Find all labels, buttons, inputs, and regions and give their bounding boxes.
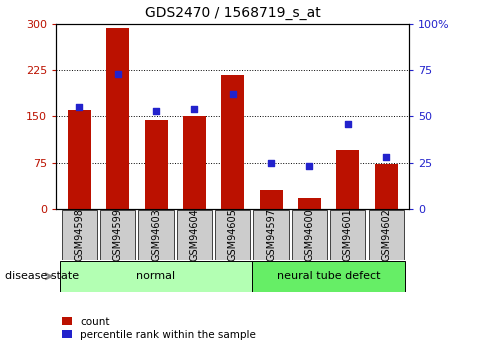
Bar — [260, 190, 283, 209]
Text: GSM94599: GSM94599 — [113, 208, 122, 262]
Bar — [68, 110, 91, 209]
Text: disease state: disease state — [5, 272, 79, 281]
Point — [267, 160, 275, 165]
Point — [344, 121, 352, 127]
Bar — [145, 119, 168, 209]
FancyBboxPatch shape — [368, 210, 404, 260]
Bar — [106, 28, 129, 209]
Text: neural tube defect: neural tube defect — [277, 272, 380, 281]
Bar — [375, 165, 398, 209]
FancyBboxPatch shape — [252, 261, 405, 292]
FancyBboxPatch shape — [177, 210, 212, 260]
FancyBboxPatch shape — [62, 210, 97, 260]
FancyBboxPatch shape — [60, 261, 252, 292]
Legend: count, percentile rank within the sample: count, percentile rank within the sample — [62, 317, 256, 340]
Bar — [183, 117, 206, 209]
FancyBboxPatch shape — [215, 210, 250, 260]
FancyBboxPatch shape — [330, 210, 366, 260]
Point — [152, 108, 160, 114]
Text: GSM94603: GSM94603 — [151, 209, 161, 261]
Point — [382, 154, 390, 160]
FancyBboxPatch shape — [253, 210, 289, 260]
FancyBboxPatch shape — [100, 210, 135, 260]
Text: normal: normal — [137, 272, 175, 281]
Text: GSM94605: GSM94605 — [228, 208, 238, 262]
Text: GSM94604: GSM94604 — [190, 209, 199, 261]
Text: GSM94597: GSM94597 — [266, 208, 276, 262]
Text: GSM94598: GSM94598 — [74, 208, 84, 262]
FancyBboxPatch shape — [138, 210, 173, 260]
Point — [191, 106, 198, 112]
Point — [75, 105, 83, 110]
Text: GSM94602: GSM94602 — [381, 208, 391, 262]
Point — [114, 71, 122, 77]
Bar — [221, 75, 244, 209]
Text: GSM94600: GSM94600 — [304, 209, 315, 261]
FancyBboxPatch shape — [292, 210, 327, 260]
Text: GSM94601: GSM94601 — [343, 209, 353, 261]
Bar — [298, 198, 321, 209]
Bar — [336, 150, 359, 209]
Title: GDS2470 / 1568719_s_at: GDS2470 / 1568719_s_at — [145, 6, 320, 20]
Point — [306, 164, 314, 169]
Point — [229, 91, 237, 97]
